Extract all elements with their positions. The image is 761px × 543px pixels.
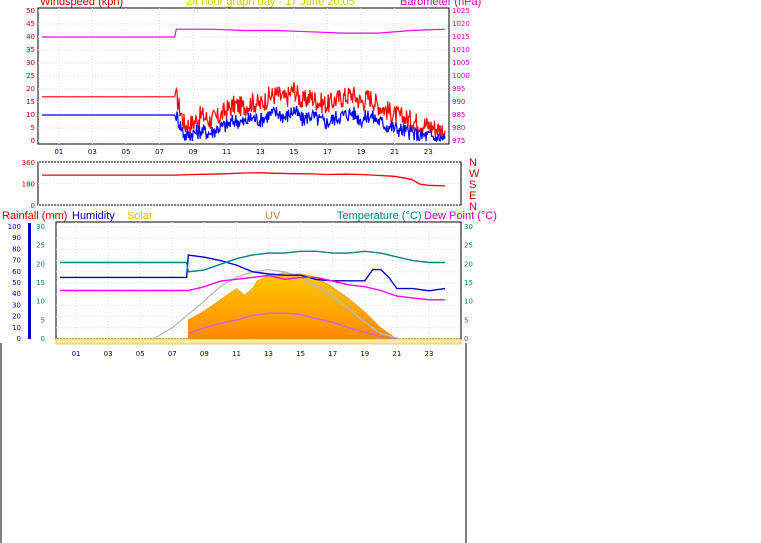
temperature-tick: 10 (36, 298, 45, 306)
barometer-tick: 1005 (452, 59, 470, 67)
windspeed-tick: 0 (31, 137, 35, 145)
chart-title: 24 hour graph day - 17 June 20:05 (186, 0, 355, 8)
temperature-tick: 30 (36, 223, 45, 231)
hour-tick: 07 (155, 148, 164, 156)
uv-label: UV (265, 210, 281, 222)
humidity-tick: 50 (12, 279, 21, 287)
temperature-tick-right: 5 (464, 316, 468, 324)
windspeed-tick: 10 (26, 111, 35, 119)
hour-tick: 07 (168, 350, 177, 358)
temperature-tick: 20 (36, 260, 45, 268)
barometer-tick: 1000 (452, 72, 470, 80)
temperature-tick-right: 15 (464, 279, 473, 287)
temperature-tick-right: 20 (464, 260, 473, 268)
barometer-tick: 1010 (452, 46, 470, 54)
hour-tick: 23 (424, 350, 433, 358)
hour-tick: 01 (54, 148, 63, 156)
barometer-tick: 980 (452, 124, 465, 132)
dew-point-line (60, 274, 445, 301)
humidity-tick: 90 (12, 234, 21, 242)
rainfall-label: Rainfall (mm) (2, 210, 68, 222)
hour-tick: 11 (222, 148, 231, 156)
windspeed-tick: 30 (26, 59, 35, 67)
windspeed-tick: 50 (26, 7, 35, 15)
temperature-tick: 5 (41, 316, 45, 324)
temperature-tick-right: 25 (464, 242, 473, 250)
solar-max-line (152, 268, 401, 340)
temperature-tick: 15 (36, 279, 45, 287)
hour-tick: 11 (232, 350, 241, 358)
hour-tick: 05 (136, 350, 145, 358)
humidity-tick: 80 (12, 245, 21, 253)
uv-line (188, 312, 397, 340)
temperature-tick: 0 (41, 335, 45, 343)
time-strip (55, 338, 462, 345)
barometer-line (42, 28, 446, 38)
direction-tick: 180 (22, 181, 35, 189)
humidity-tick: 30 (12, 301, 21, 309)
windspeed-axis-label: Windspeed (kph) (40, 0, 124, 8)
compass-letters: NWSEN (469, 157, 480, 213)
hour-tick: 13 (256, 148, 265, 156)
hour-tick: 03 (88, 148, 97, 156)
barometer-tick: 975 (452, 137, 465, 145)
windspeed-tick: 25 (26, 72, 35, 80)
hour-tick: 23 (424, 148, 433, 156)
temperature-tick: 25 (36, 242, 45, 250)
hour-tick: 19 (357, 148, 366, 156)
wind-gust-line (42, 82, 446, 141)
hour-tick: 09 (200, 350, 209, 358)
direction-plot-frame (37, 161, 462, 206)
wind-direction-line (42, 172, 446, 187)
barometer-tick: 1020 (452, 20, 470, 28)
humidity-tick: 100 (8, 223, 21, 231)
barometer-tick: 1015 (452, 33, 470, 41)
barometer-tick: 1025 (452, 7, 470, 15)
windspeed-tick: 15 (26, 98, 35, 106)
hour-tick: 19 (360, 350, 369, 358)
solar-label: Solar (127, 210, 153, 222)
direction-tick: 360 (22, 159, 35, 167)
barometer-tick: 985 (452, 111, 465, 119)
humidity-label: Humidity (72, 210, 115, 222)
hour-tick: 03 (104, 350, 113, 358)
hour-tick: 09 (189, 148, 198, 156)
hour-tick: 15 (296, 350, 305, 358)
barometer-axis-label: Barometer (hPa) (400, 0, 482, 8)
solar-area (187, 271, 399, 340)
barometer-tick: 990 (452, 98, 465, 106)
windspeed-tick: 35 (26, 46, 35, 54)
windspeed-tick: 5 (31, 124, 35, 132)
temperature-tick-right: 30 (464, 223, 473, 231)
rainfall-axis-bar (28, 223, 31, 339)
windspeed-tick: 40 (26, 33, 35, 41)
humidity-tick: 20 (12, 313, 21, 321)
direction-tick: 0 (31, 202, 35, 210)
dewpoint-label: Dew Point (°C) (424, 210, 497, 222)
compass-label: NWSEN (469, 158, 479, 213)
humidity-tick: 0 (17, 335, 21, 343)
hour-tick: 13 (264, 350, 273, 358)
humidity-tick: 10 (12, 324, 21, 332)
humidity-tick: 70 (12, 257, 21, 265)
hour-tick: 21 (390, 148, 399, 156)
humidity-line (60, 254, 446, 292)
temperature-line (60, 250, 445, 273)
hour-tick: 17 (328, 350, 337, 358)
hour-tick: 21 (392, 350, 401, 358)
windspeed-tick: 45 (26, 20, 35, 28)
temperature-label: Temperature (°C) (337, 210, 422, 222)
windspeed-tick: 20 (26, 85, 35, 93)
temperature-tick-right: 10 (464, 298, 473, 306)
humidity-tick: 40 (12, 290, 21, 298)
temperature-tick-right: 0 (464, 335, 468, 343)
humidity-tick: 60 (12, 268, 21, 276)
hour-tick: 15 (289, 148, 298, 156)
barometer-tick: 995 (452, 85, 465, 93)
hour-tick: 17 (323, 148, 332, 156)
hour-tick: 01 (72, 350, 81, 358)
hour-tick: 05 (121, 148, 130, 156)
wind-average-line (42, 105, 446, 143)
